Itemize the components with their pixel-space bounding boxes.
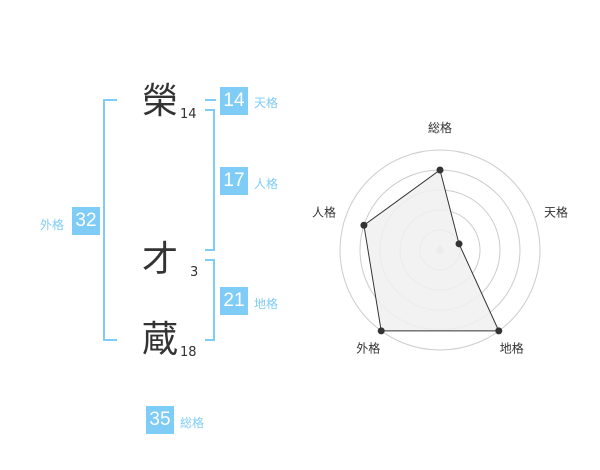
radar-axis-label: 総格 (428, 120, 452, 135)
bracket-line (205, 109, 215, 111)
jinkaku-value: 17 (220, 167, 248, 195)
name-char-1: 榮 (141, 81, 178, 122)
name-char-2: 才 (141, 239, 178, 280)
gaikaku-label: 外格 (40, 218, 65, 232)
radar-point (360, 221, 368, 229)
bracket-line (205, 339, 215, 341)
bracket-line (103, 99, 117, 101)
stroke-count-1: 14 (180, 107, 197, 122)
chikaku-bracket (213, 259, 215, 341)
bracket-line (205, 259, 215, 261)
gaikaku-value: 32 (72, 207, 100, 235)
jinkaku-label: 人格 (254, 177, 279, 191)
name-char-3: 蔵 (141, 319, 178, 360)
stroke-count-2: 3 (190, 265, 199, 280)
jinkaku-bracket (213, 109, 215, 250)
gaikaku-bracket (103, 99, 105, 340)
radar-axis-label: 外格 (356, 341, 380, 356)
tenkaku-label: 天格 (254, 96, 279, 110)
radar-point (455, 240, 463, 248)
tenkaku-value: 14 (220, 87, 248, 115)
radar-point (495, 327, 503, 335)
radar-point (436, 166, 444, 174)
soukaku-value: 35 (146, 406, 174, 434)
soukaku-label: 総格 (180, 416, 205, 430)
chikaku-value: 21 (220, 287, 248, 315)
radar-axis-label: 人格 (312, 204, 336, 219)
stroke-count-3: 18 (180, 345, 197, 360)
tenkaku-line (205, 99, 216, 101)
radar-axis-label: 地格 (500, 341, 524, 356)
radar-area (363, 169, 500, 332)
chikaku-label: 地格 (254, 297, 279, 311)
bracket-line (205, 249, 215, 251)
radar-ring (339, 149, 541, 351)
radar-axis-label: 天格 (544, 204, 568, 219)
bracket-line (103, 339, 117, 341)
radar-point (377, 327, 385, 335)
